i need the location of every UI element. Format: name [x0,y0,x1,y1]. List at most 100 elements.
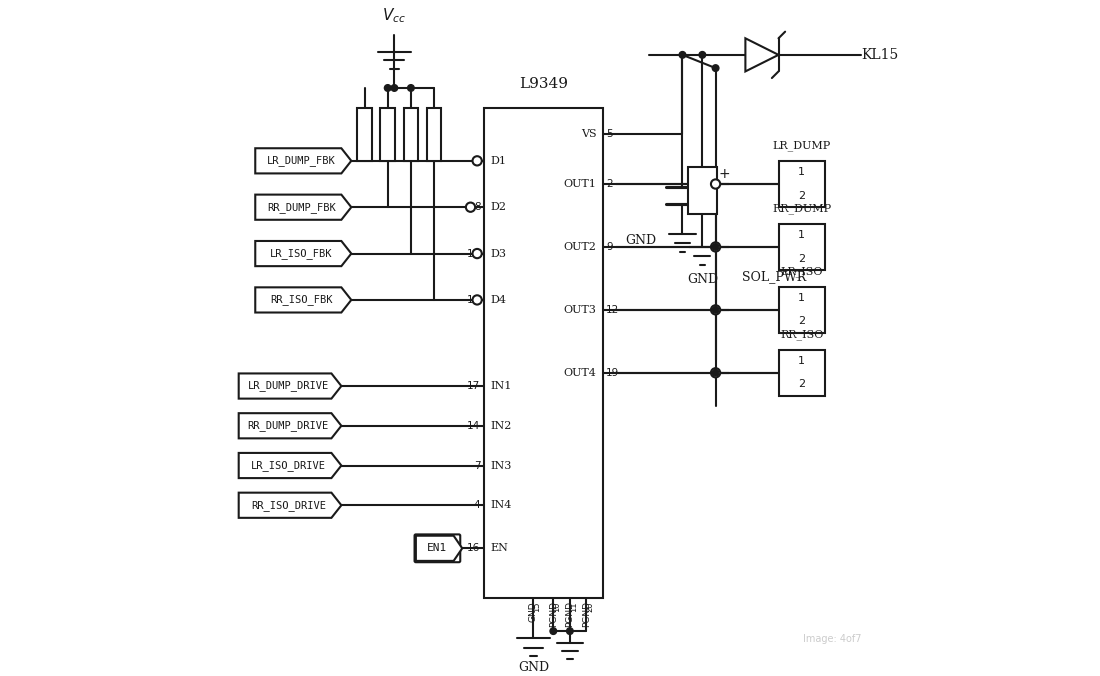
Bar [688,168,717,214]
Bar [779,287,825,333]
Text: 8: 8 [474,202,481,212]
Polygon shape [239,413,341,438]
Bar [381,108,395,161]
FancyBboxPatch shape [415,535,460,562]
Text: 12: 12 [606,305,619,315]
Text: RR_DUMP_DRIVE: RR_DUMP_DRIVE [248,420,329,431]
Text: OUT2: OUT2 [563,242,596,252]
Text: 4: 4 [474,500,481,510]
Polygon shape [239,373,341,399]
Text: 3: 3 [474,156,481,166]
Text: GND: GND [686,273,718,287]
Text: GND: GND [518,661,549,674]
Circle shape [711,179,720,189]
Circle shape [711,242,720,251]
Text: RR_ISO_DRIVE: RR_ISO_DRIVE [251,500,326,510]
Text: LR_DUMP_DRIVE: LR_DUMP_DRIVE [248,381,329,391]
Text: L9349: L9349 [519,77,568,91]
Bar [427,108,441,161]
Circle shape [679,51,685,58]
Polygon shape [239,453,341,478]
Text: RR_DUMP: RR_DUMP [772,203,832,214]
Text: EN: EN [491,544,508,553]
Text: PGND: PGND [582,601,591,627]
Text: 13: 13 [468,249,481,258]
Text: 2: 2 [799,254,805,264]
Text: 17: 17 [468,381,481,391]
Text: SOL_PWR: SOL_PWR [742,270,806,283]
Text: LR_ISO_DRIVE: LR_ISO_DRIVE [251,460,326,471]
Circle shape [473,249,482,258]
Text: Image: 4of7: Image: 4of7 [803,634,861,644]
Text: LR_DUMP: LR_DUMP [772,140,830,151]
Circle shape [473,295,482,305]
Text: $V_{cc}$: $V_{cc}$ [383,6,406,25]
Circle shape [713,65,719,72]
Bar [358,108,372,161]
Text: LR_ISO_FBK: LR_ISO_FBK [271,248,333,259]
Text: IN2: IN2 [491,420,512,431]
Circle shape [566,628,573,634]
Circle shape [711,368,720,377]
Text: 16: 16 [468,544,481,553]
Polygon shape [255,287,351,312]
Text: PGND: PGND [565,601,574,627]
Circle shape [473,156,482,166]
Circle shape [390,84,398,91]
Circle shape [466,203,475,212]
Text: D2: D2 [491,202,506,212]
Text: 7: 7 [474,460,481,470]
Circle shape [713,306,719,313]
Text: 19: 19 [606,368,619,378]
Text: 11: 11 [569,601,578,612]
Text: 5: 5 [606,129,613,139]
Circle shape [408,84,415,91]
Text: 2: 2 [606,179,613,189]
Bar [779,161,825,208]
Text: 2: 2 [799,191,805,201]
Circle shape [384,84,390,91]
Text: EN1: EN1 [427,544,448,553]
Text: 9: 9 [606,242,613,252]
Text: IN3: IN3 [491,460,512,470]
Text: OUT3: OUT3 [563,305,596,315]
Text: 1: 1 [799,293,805,304]
Text: RR_ISO_FBK: RR_ISO_FBK [271,295,333,306]
Text: +: + [719,167,730,181]
Circle shape [550,628,557,634]
Polygon shape [416,535,462,561]
Text: 2: 2 [799,379,805,389]
Circle shape [713,243,719,250]
Text: 20: 20 [585,601,594,612]
Text: 15: 15 [532,601,541,612]
Text: GND: GND [529,601,538,622]
Text: 10: 10 [552,601,561,612]
Text: D3: D3 [491,249,506,258]
Circle shape [698,51,706,58]
Text: VS: VS [581,129,596,139]
Bar [484,108,603,598]
Text: 14: 14 [468,420,481,431]
Polygon shape [255,195,351,220]
Text: IN1: IN1 [491,381,512,391]
Text: 2: 2 [799,316,805,327]
Text: OUT1: OUT1 [563,179,596,189]
Text: GND: GND [625,234,656,247]
Text: LR_ISO: LR_ISO [780,266,823,276]
Polygon shape [255,241,351,266]
Text: KL15: KL15 [861,48,899,62]
Circle shape [711,306,720,314]
Text: 1: 1 [799,231,805,241]
Bar [779,224,825,270]
Text: LR_DUMP_FBK: LR_DUMP_FBK [267,155,336,166]
Polygon shape [255,148,351,174]
Text: D1: D1 [491,156,506,166]
Text: OUT4: OUT4 [563,368,596,378]
Text: 1: 1 [799,356,805,366]
Polygon shape [746,39,779,72]
Text: RR_DUMP_FBK: RR_DUMP_FBK [267,201,336,213]
Text: D4: D4 [491,295,506,305]
Text: RR_ISO: RR_ISO [780,329,824,339]
Text: PGND: PGND [549,601,558,627]
Bar [779,349,825,396]
